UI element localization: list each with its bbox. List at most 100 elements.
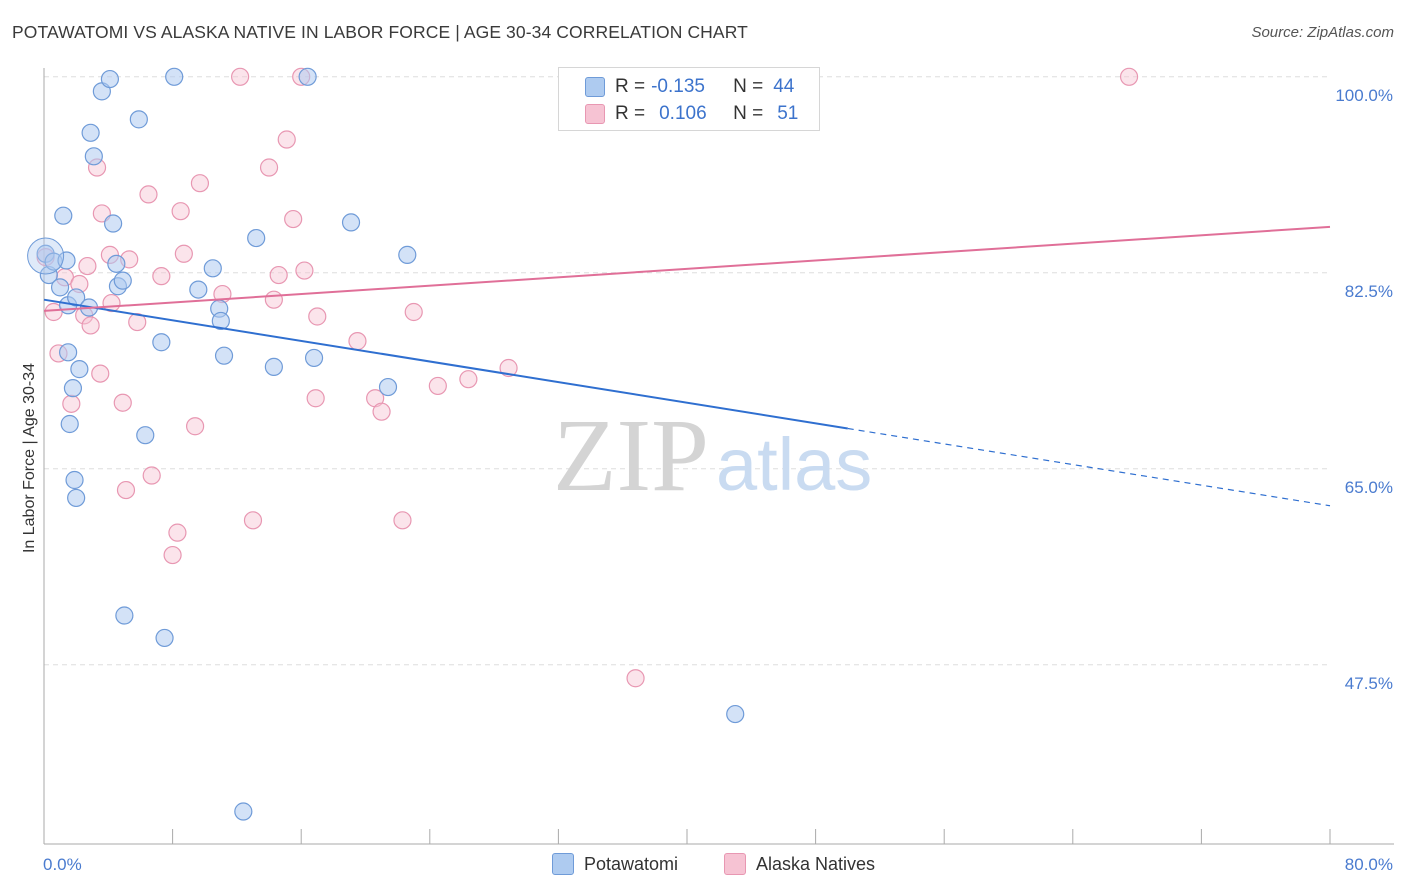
alaska-natives-r-value: 0.106 [659, 103, 707, 124]
x-tick-label: 80.0% [1345, 855, 1393, 874]
legend-row-alaska-natives: R = 0.106 N = 51 [559, 101, 798, 127]
alaska-natives-point [81, 316, 100, 335]
potawatomi-legend-label: Potawatomi [584, 853, 679, 874]
alaska-natives-point [308, 307, 327, 326]
series-legend-alaska-natives: Alaska Natives [724, 852, 875, 876]
alaska-natives-point [264, 290, 283, 309]
potawatomi-point [214, 346, 234, 365]
r-label: R = [615, 103, 646, 124]
potawatomi-n-value: 44 [773, 76, 795, 97]
alaska-natives-point [348, 332, 367, 351]
potawatomi-legend-swatch [552, 853, 574, 875]
alaska-natives-point [404, 302, 423, 322]
alaska-natives-point [243, 511, 263, 530]
potawatomi-point [304, 348, 324, 368]
alaska-natives-point [306, 389, 325, 408]
alaska-natives-point [78, 256, 97, 276]
potawatomi-point [113, 271, 132, 290]
alaska-natives-point [139, 185, 158, 204]
y-tick-label: 100.0% [1335, 86, 1393, 105]
potawatomi-point [129, 110, 148, 129]
potawatomi-point [70, 360, 89, 379]
alaska-natives-legend-swatch [724, 853, 746, 875]
alaska-natives-legend-label: Alaska Natives [756, 853, 876, 874]
alaska-natives-point [259, 158, 279, 177]
alaska-natives-point [168, 523, 187, 542]
y-tick-labels: 100.0% 82.5% 65.0% 47.5% [1335, 86, 1393, 693]
alaska-natives-point [128, 312, 147, 332]
potawatomi-point [81, 123, 100, 142]
alaska-natives-point [174, 244, 193, 263]
potawatomi-point [203, 259, 222, 278]
potawatomi-trend-line [43, 298, 848, 430]
series-legend-potawatomi: Potawatomi [552, 852, 678, 876]
potawatomi-point [341, 213, 361, 232]
alaska-natives-trend-line [43, 225, 1331, 312]
potawatomi-point [59, 343, 78, 362]
watermark-atlas: atlas [716, 423, 872, 506]
potawatomi-point [67, 288, 86, 307]
n-label: N = [733, 76, 764, 97]
y-tick-label: 82.5% [1345, 282, 1393, 301]
alaska-natives-point [152, 267, 171, 286]
alaska-natives-swatch [585, 104, 605, 124]
y-tick-label: 47.5% [1345, 674, 1393, 693]
alaska-natives-point [1119, 67, 1139, 86]
y-tick-label: 65.0% [1345, 478, 1393, 497]
watermark-zip: ZIP [553, 398, 709, 513]
alaska-natives-point [393, 511, 412, 530]
alaska-natives-n-value: 51 [777, 103, 799, 124]
potawatomi-swatch [585, 77, 605, 97]
x-tick-labels: 0.0% 80.0% [43, 855, 1393, 874]
alaska-natives-point [459, 370, 478, 389]
alaska-natives-points [36, 67, 1139, 688]
potawatomi-point [115, 606, 134, 625]
potawatomi-point [211, 311, 230, 331]
potawatomi-point [234, 802, 253, 821]
potawatomi-point [57, 251, 76, 270]
potawatomi-point [107, 254, 126, 273]
alaska-natives-point [186, 417, 205, 436]
potawatomi-point [726, 704, 745, 724]
potawatomi-point [136, 426, 155, 445]
alaska-natives-point [277, 130, 296, 149]
alaska-natives-point [142, 466, 161, 485]
axes [43, 68, 1394, 845]
alaska-natives-point [91, 364, 110, 383]
watermark: ZIP atlas [553, 398, 872, 513]
potawatomi-r-value: -0.135 [651, 76, 705, 97]
correlation-legend: R = -0.135 N = 44 R = 0.106 N = 51 [558, 67, 820, 131]
legend-row-potawatomi: R = -0.135 N = 44 [559, 74, 794, 100]
alaska-natives-point [92, 204, 111, 223]
potawatomi-point [189, 280, 208, 299]
alaska-natives-point [269, 265, 288, 285]
potawatomi-point [165, 67, 184, 86]
alaska-natives-point [428, 376, 447, 396]
potawatomi-cluster-point [27, 237, 65, 275]
potawatomi-point [67, 488, 86, 508]
alaska-natives-point [231, 67, 250, 86]
alaska-natives-point [171, 202, 190, 221]
alaska-natives-point [284, 209, 303, 229]
trend-lines [43, 225, 1331, 507]
alaska-natives-point [626, 669, 645, 688]
alaska-natives-point [113, 393, 132, 412]
alaska-natives-point [163, 545, 182, 565]
potawatomi-point [63, 379, 83, 398]
potawatomi-point [247, 228, 266, 248]
potawatomi-point [378, 377, 398, 397]
potawatomi-point [155, 628, 174, 648]
potawatomi-point [84, 147, 103, 166]
r-label: R = [615, 76, 646, 97]
potawatomi-point [104, 214, 123, 233]
potawatomi-point [65, 470, 84, 490]
alaska-natives-point [116, 480, 136, 500]
alaska-natives-point [372, 402, 391, 421]
alaska-natives-point [190, 174, 210, 193]
alaska-natives-point [295, 261, 314, 280]
potawatomi-point [298, 67, 317, 86]
potawatomi-point [264, 357, 283, 376]
potawatomi-point [54, 206, 73, 225]
potawatomi-point [398, 245, 417, 264]
